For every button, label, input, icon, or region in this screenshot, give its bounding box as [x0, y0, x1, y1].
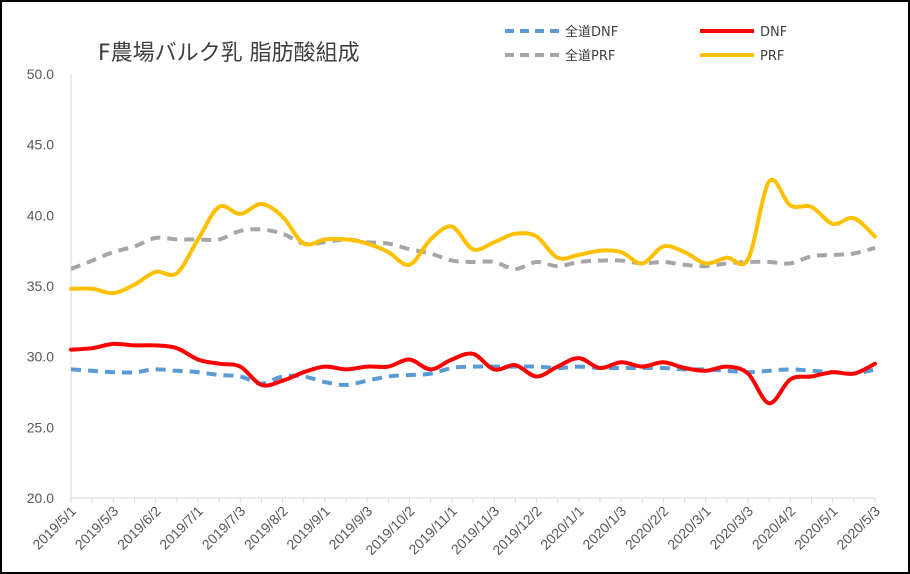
x-tick-label: 2020/4/2: [749, 503, 799, 553]
x-tick-label: 2020/5/1: [791, 503, 841, 553]
legend-label-4: PRF: [760, 49, 784, 64]
x-tick-label: 2020/3/3: [706, 503, 756, 553]
x-tick-label: 2019/8/2: [241, 503, 291, 553]
x-tick-label: 2019/9/1: [283, 503, 333, 553]
x-tick-label: 2020/2/2: [622, 503, 672, 553]
legend: 全道DNF DNF 全道PRF PRF: [505, 24, 787, 64]
axes: [70, 74, 876, 503]
x-tick-label: 2019/6/2: [114, 503, 164, 553]
x-tick-label: 2020/3/1: [664, 503, 714, 553]
x-tick-label: 2019/7/1: [156, 503, 206, 553]
legend-label-3: 全道PRF: [565, 48, 615, 64]
chart-title: F農場バルク乳 脂肪酸組成: [98, 41, 360, 66]
y-tick-labels: 20.0 25.0 30.0 35.0 40.0 45.0 50.0: [27, 66, 54, 506]
x-tick-label: 2019/7/3: [199, 503, 249, 553]
y-tick-label: 45.0: [27, 137, 54, 153]
series-line-3: [70, 227, 876, 271]
y-tick-label: 25.0: [27, 419, 54, 435]
x-tick-labels: 2019/5/12019/5/32019/6/22019/7/12019/7/3…: [29, 503, 883, 559]
series-lines: [69, 177, 877, 406]
y-tick-label: 20.0: [27, 490, 54, 506]
y-tick-label: 40.0: [27, 207, 54, 223]
series-line-2: [69, 341, 877, 406]
legend-label-2: DNF: [760, 25, 787, 40]
y-tick-label: 30.0: [27, 349, 54, 365]
x-tick-label: 2020/1/3: [579, 503, 629, 553]
y-tick-label: 35.0: [27, 278, 54, 294]
x-tick-label: 2019/5/1: [29, 503, 79, 553]
x-tick-label: 2020/5/3: [833, 503, 883, 553]
legend-label-1: 全道DNF: [565, 24, 618, 40]
x-tick-label: 2020/1/1: [537, 503, 587, 553]
y-tick-label: 50.0: [27, 66, 54, 82]
x-tick-label: 2019/5/3: [72, 503, 122, 553]
series-line-4: [69, 177, 877, 296]
